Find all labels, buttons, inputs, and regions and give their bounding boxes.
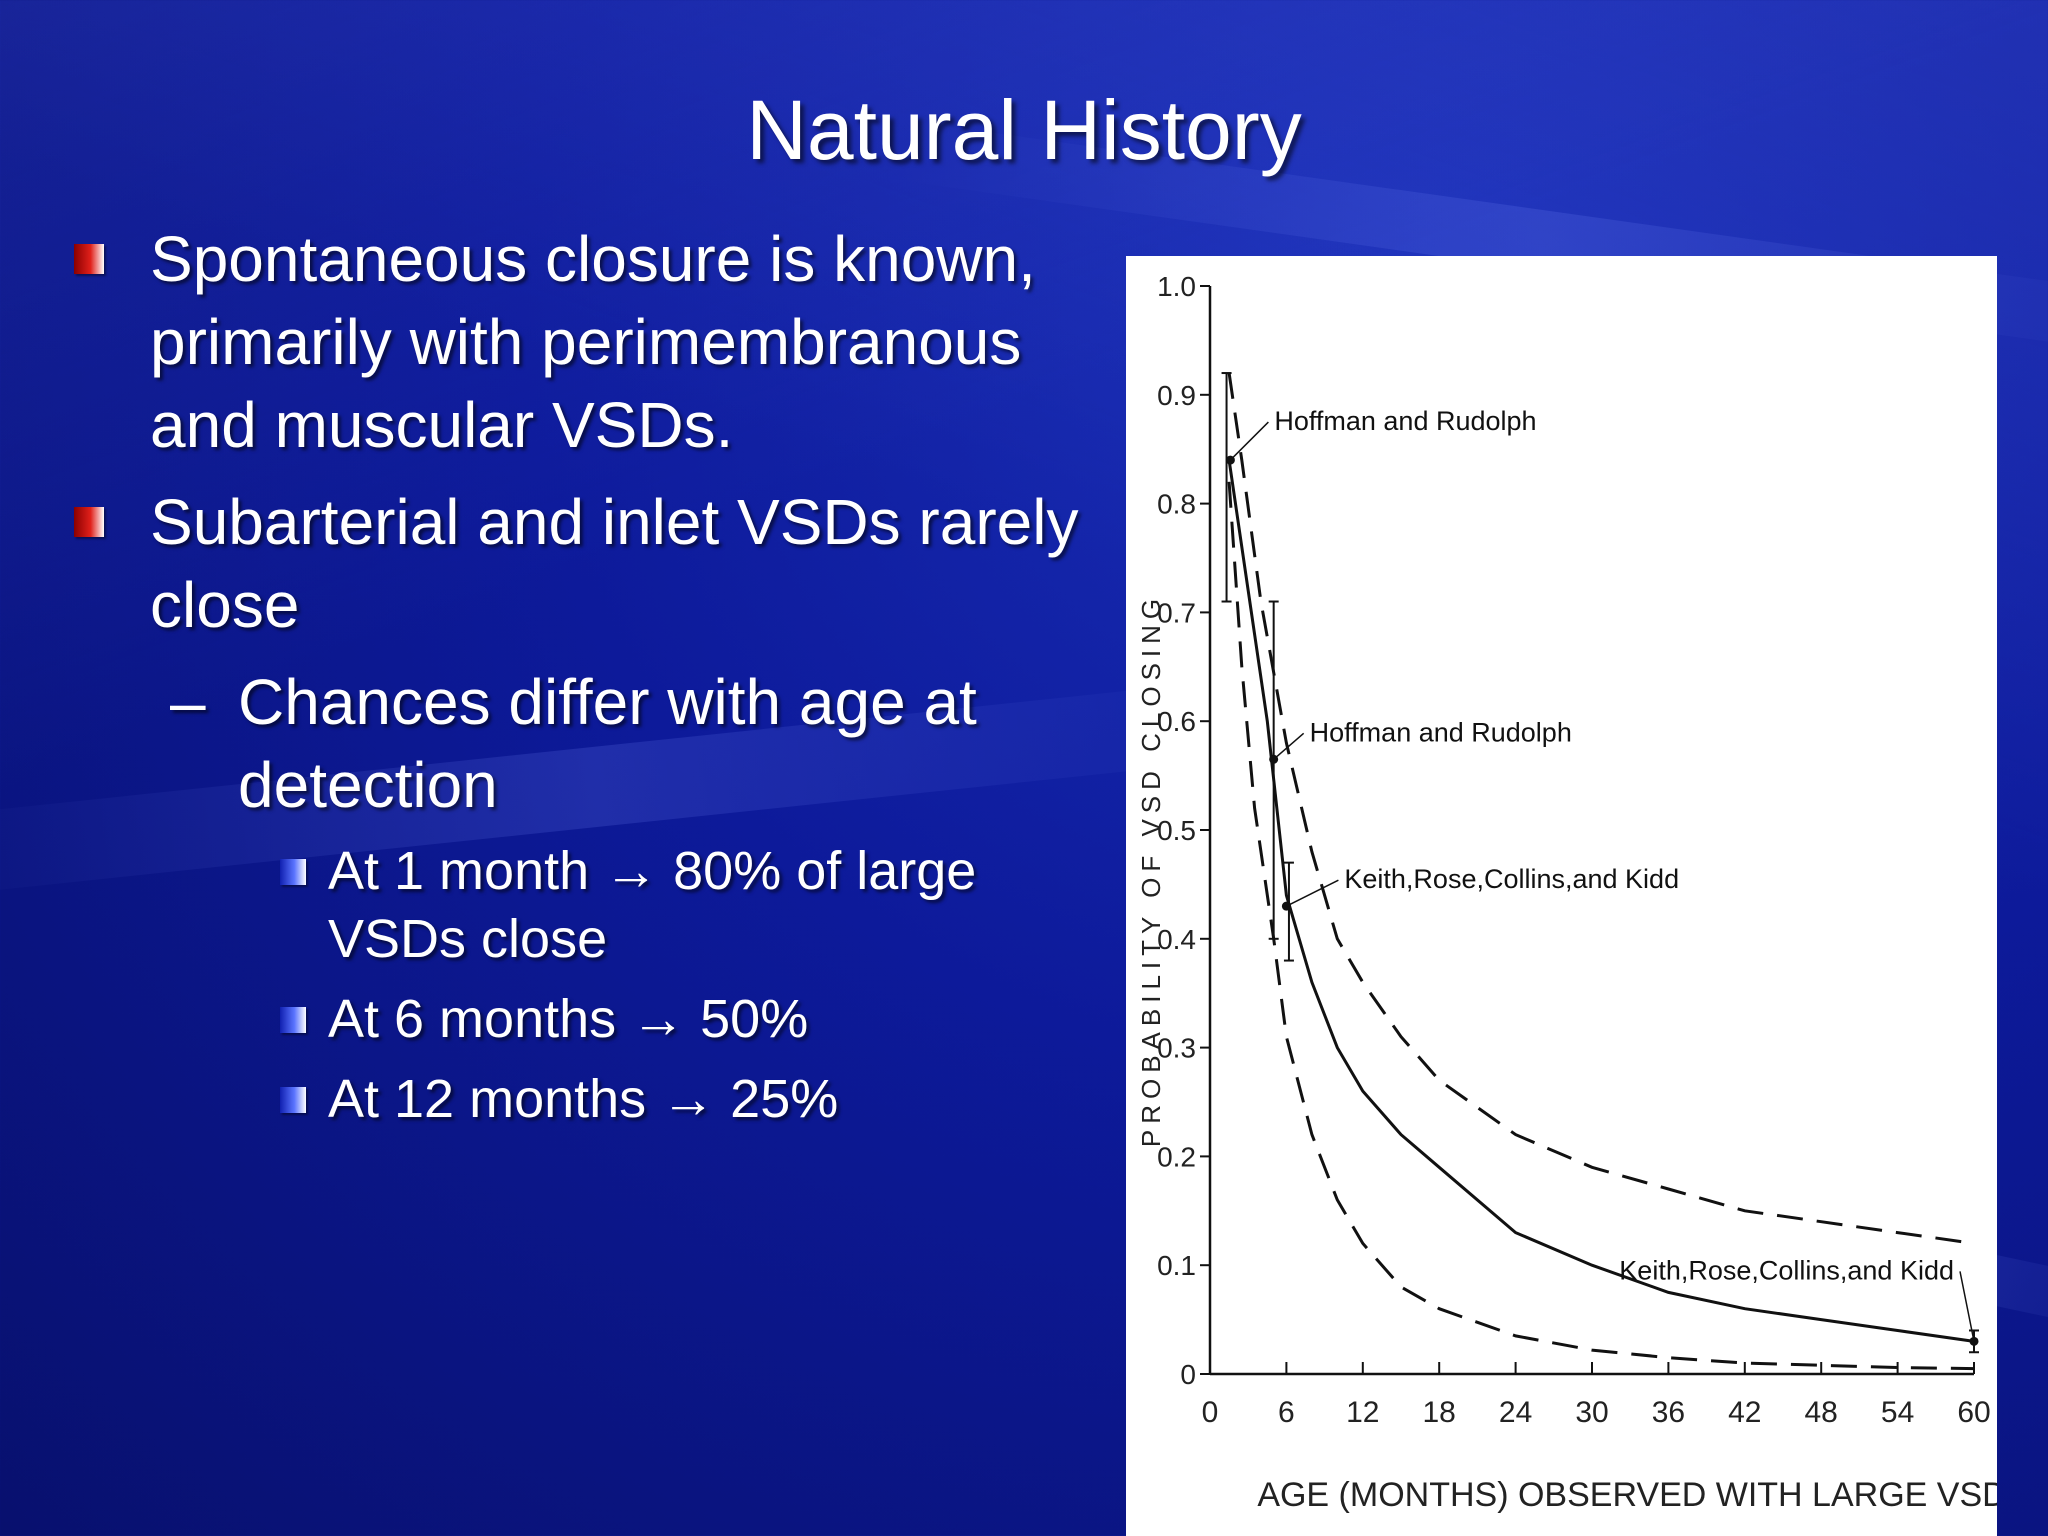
- y-tick-label: 0.7: [1157, 597, 1196, 628]
- annotation-leader: [1229, 421, 1269, 461]
- slide-title: Natural History: [746, 83, 1302, 177]
- chart-axes: [1208, 286, 1974, 1376]
- y-tick-label: 0.6: [1157, 706, 1196, 737]
- sub-bullet-text: Chances differ with age at detection: [238, 666, 977, 821]
- x-tick-label: 48: [1805, 1396, 1838, 1429]
- y-axis-label: PROBABILITY OF VSD CLOSING: [1136, 593, 1166, 1147]
- y-tick-label: 0.2: [1157, 1141, 1196, 1172]
- sub-sub-bullet-item: At 1 month → 80% of large VSDs close: [70, 837, 1090, 973]
- annotation-leader: [1286, 879, 1339, 907]
- annotation-label: Keith,Rose,Collins,and Kidd: [1619, 1255, 1954, 1285]
- y-tick-label: 0.3: [1157, 1033, 1196, 1064]
- x-axis-label: AGE (MONTHS) OBSERVED WITH LARGE VSD: [1257, 1476, 1997, 1514]
- confidence-bound-line: [1227, 481, 1975, 1371]
- x-tick-label: 54: [1881, 1396, 1914, 1429]
- y-tick-label: 0.5: [1157, 815, 1196, 846]
- x-tick-label: 0: [1202, 1396, 1219, 1429]
- annotation-leader: [1273, 732, 1305, 760]
- x-tick-label: 18: [1423, 1396, 1456, 1429]
- bullet-item: Subarterial and inlet VSDs rarely close: [70, 481, 1090, 647]
- x-tick-label: 42: [1728, 1396, 1761, 1429]
- x-tick-label: 12: [1346, 1396, 1379, 1429]
- dash-bullet-icon: –: [170, 666, 206, 738]
- bullet-text: Subarterial and inlet VSDs rarely close: [150, 486, 1079, 641]
- confidence-bound-line: [1227, 372, 1975, 1245]
- red-square-bullet-icon: [74, 507, 104, 537]
- bullet-item: Spontaneous closure is known, primarily …: [70, 218, 1090, 467]
- y-tick-label: 0.4: [1157, 924, 1196, 955]
- y-tick-label: 0.9: [1157, 380, 1196, 411]
- bullet-list: Spontaneous closure is known, primarily …: [70, 218, 1090, 1145]
- annotation-label: Hoffman and Rudolph: [1274, 406, 1536, 436]
- blue-square-bullet-icon: [280, 1087, 306, 1113]
- sub-sub-bullet-text: At 6 months → 50%: [328, 989, 809, 1049]
- x-tick-label: 6: [1278, 1396, 1295, 1429]
- y-tick-label: 1.0: [1157, 271, 1196, 302]
- sub-sub-bullet-text: At 1 month → 80% of large VSDs close: [328, 841, 977, 969]
- sub-bullet-item: – Chances differ with age at detection: [70, 661, 1090, 827]
- x-tick-label: 30: [1575, 1396, 1608, 1429]
- y-tick-label: 0.8: [1157, 489, 1196, 520]
- chart-figure: 0 6 12 18 24 30 36 42 48 54 60 0 0.1 0.2 0.3 0.4 0.5 0.6 0…: [1126, 256, 1997, 1536]
- x-tick-label: 24: [1499, 1396, 1532, 1429]
- annotation-leader: [1959, 1271, 1975, 1342]
- sub-sub-bullet-item: At 12 months → 25%: [70, 1065, 1090, 1133]
- x-tick-label: 60: [1957, 1396, 1990, 1429]
- y-tick-label: 0.1: [1157, 1250, 1196, 1281]
- blue-square-bullet-icon: [280, 1007, 306, 1033]
- x-tick-label: 36: [1652, 1396, 1685, 1429]
- bullet-text: Spontaneous closure is known, primarily …: [150, 223, 1036, 461]
- sub-sub-bullet-item: At 6 months → 50%: [70, 985, 1090, 1053]
- probability-line: [1227, 459, 1975, 1343]
- annotation-label: Hoffman and Rudolph: [1310, 717, 1572, 747]
- red-square-bullet-icon: [74, 244, 104, 274]
- probability-chart: 0 6 12 18 24 30 36 42 48 54 60 0 0.1 0.2 0.3 0.4 0.5 0.6 0…: [1136, 271, 1997, 1514]
- blue-square-bullet-icon: [280, 859, 306, 885]
- annotation-label: Keith,Rose,Collins,and Kidd: [1344, 864, 1679, 894]
- sub-sub-bullet-text: At 12 months → 25%: [328, 1069, 839, 1129]
- y-tick-label: 0: [1180, 1359, 1196, 1390]
